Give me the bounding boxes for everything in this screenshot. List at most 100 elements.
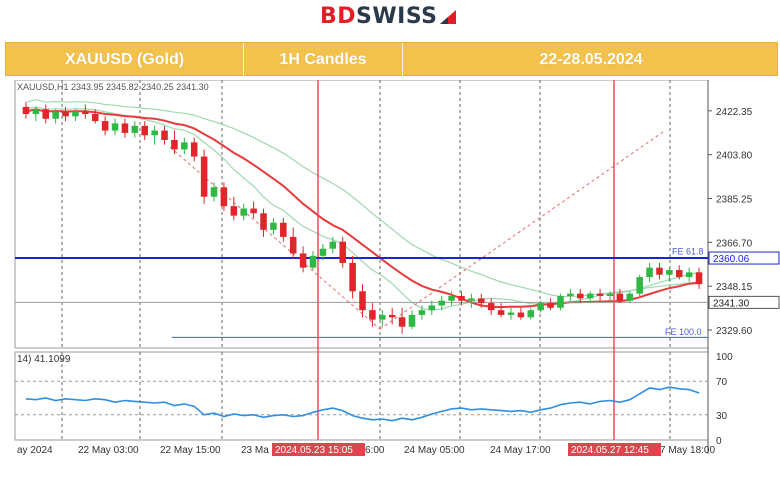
- candle-body: [557, 296, 564, 308]
- candle-body: [190, 142, 198, 157]
- candle-body: [299, 253, 307, 268]
- current-price-box: [708, 295, 780, 309]
- candle-body: [101, 121, 109, 131]
- chart-header: XAUUSD (Gold) 1H Candles 22-28.05.2024: [5, 42, 778, 77]
- candle-body: [230, 206, 238, 216]
- candle-body: [121, 123, 129, 133]
- candle-body: [478, 298, 485, 304]
- candle-body: [200, 156, 208, 197]
- candle-body: [577, 293, 584, 299]
- candle-body: [349, 262, 356, 292]
- candle-body: [428, 305, 436, 311]
- rsi-label: 14) 41.1099: [17, 354, 71, 365]
- candle-body: [388, 314, 396, 318]
- price-tick-label: 2329.60: [716, 326, 753, 337]
- candle-body: [517, 312, 525, 318]
- rsi-pane-frame: [14, 351, 709, 441]
- price-tick-label: 2385.25: [716, 195, 753, 206]
- fib-leg-b: [379, 130, 666, 330]
- candle-body: [270, 222, 277, 230]
- current-price-label: 2341.30: [713, 298, 750, 309]
- time-axis-label: 7 May 18:00: [660, 445, 715, 456]
- bdswiss-logo: BDSWISS: [0, 0, 780, 34]
- candle-body: [280, 222, 287, 237]
- fib-leg-a: [169, 146, 381, 330]
- fast-ma-line: [25, 106, 700, 311]
- candle-body: [685, 272, 693, 278]
- candle-body: [586, 293, 594, 299]
- candle-body: [309, 255, 317, 268]
- candle-body: [131, 125, 139, 133]
- candle-body: [289, 236, 297, 254]
- time-marker-label: 2024.05.27 12:45: [571, 445, 649, 456]
- logo-arrow-icon: [440, 10, 456, 24]
- time-marker-box: [568, 443, 661, 456]
- candle-body: [695, 272, 703, 285]
- time-axis-label: 24 May 17:00: [490, 445, 551, 456]
- time-marker-box: [272, 443, 365, 456]
- candle-body: [181, 142, 188, 150]
- timeframe-label: 1H Candles: [279, 51, 367, 68]
- price-tick-label: 2403.80: [716, 151, 753, 162]
- candle-body: [250, 208, 257, 214]
- candle-body: [596, 293, 604, 296]
- candle-body: [171, 140, 178, 150]
- candle-body: [458, 296, 465, 301]
- rsi-tick-label: 30: [716, 411, 728, 422]
- candle-body: [329, 241, 337, 249]
- candle-body: [626, 293, 634, 301]
- rsi-line: [25, 386, 700, 422]
- symbol-label: XAUUSD (Gold): [64, 51, 185, 68]
- candle-body: [91, 114, 99, 122]
- candle-body: [418, 310, 426, 315]
- candle-body: [666, 270, 673, 275]
- candle-body: [369, 310, 376, 320]
- candle-body: [507, 312, 515, 315]
- time-axis-label: 22 May 03:00: [78, 445, 139, 456]
- candle-body: [161, 130, 168, 140]
- candle-body: [636, 277, 643, 294]
- candle-body: [82, 111, 89, 114]
- logo-text-bd: BD: [320, 4, 357, 29]
- price-tick-label: 2348.15: [716, 282, 753, 293]
- candle-body: [260, 213, 267, 230]
- candle-body: [22, 106, 30, 114]
- main-ma-line: [25, 108, 700, 309]
- rsi-tick-label: 100: [716, 352, 733, 363]
- candle-body: [567, 293, 574, 296]
- candle-body: [616, 293, 624, 301]
- candle-body: [537, 303, 544, 311]
- candle-body: [42, 109, 50, 119]
- candle-body: [319, 248, 327, 256]
- candle-body: [448, 296, 455, 301]
- candle-body: [210, 187, 218, 197]
- slow-ma-line: [25, 99, 700, 298]
- time-axis-label: 23 Ma: [241, 445, 269, 456]
- candle-body: [656, 267, 663, 275]
- candle-body: [408, 314, 416, 327]
- candle-body: [497, 310, 505, 315]
- candle-body: [359, 291, 366, 311]
- fib-618-label: FE 61.8: [672, 247, 704, 257]
- candle-body: [339, 241, 346, 263]
- candle-body: [675, 270, 683, 278]
- price-chart: 2422.35 2403.80 2385.25 2366.70 2348.15 2329.…: [0, 79, 780, 480]
- resistance-price-box: [708, 251, 780, 265]
- time-axis-label: 6:00: [365, 445, 385, 456]
- time-axis-label: 24 May 05:00: [404, 445, 465, 456]
- chart-title: XAUUSD,H1 2343.95 2345.82 2340.25 2341.3…: [17, 82, 209, 92]
- candle-body: [141, 125, 148, 136]
- price-tick-label: 2366.70: [716, 238, 753, 249]
- candle-body: [438, 300, 445, 306]
- candle-body: [220, 187, 228, 207]
- candle-body: [547, 303, 554, 308]
- candle-body: [646, 267, 653, 278]
- time-axis-label: 22 May 15:00: [160, 445, 221, 456]
- candle-body: [606, 293, 614, 296]
- chart-svg: 2422.35 2403.80 2385.25 2366.70 2348.15 2329.…: [14, 79, 780, 456]
- rsi-tick-label: 0: [716, 436, 722, 447]
- candle-body: [111, 123, 119, 131]
- fib-100-label: FE 100.0: [665, 327, 702, 337]
- candle-body: [487, 303, 495, 311]
- candle-body: [72, 111, 79, 117]
